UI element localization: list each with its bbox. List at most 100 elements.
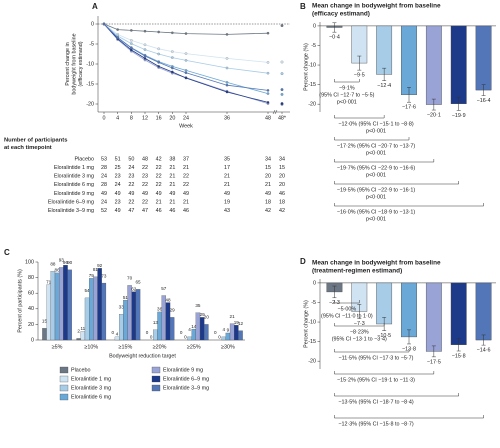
value-label: 35 bbox=[195, 303, 201, 308]
error-bar bbox=[481, 334, 486, 346]
comparison-bracket bbox=[334, 300, 360, 304]
value-label: 0 bbox=[184, 335, 187, 340]
count: 49 bbox=[169, 191, 175, 197]
value-label: 20 bbox=[204, 315, 210, 320]
bar bbox=[59, 267, 64, 341]
bar bbox=[450, 282, 467, 345]
count: 49 bbox=[142, 191, 148, 197]
legend-swatch bbox=[151, 375, 161, 383]
count: 22 bbox=[183, 174, 189, 180]
value-label: −10·5 bbox=[377, 333, 391, 339]
y-tick-label: -15 bbox=[86, 81, 94, 87]
value-label: 54 bbox=[84, 288, 90, 293]
bar bbox=[401, 25, 417, 95]
comparison-label: −16·0% (95% CI −18·9 to −13·1) bbox=[337, 209, 416, 215]
comparison-bracket bbox=[334, 203, 484, 207]
comparison-bracket bbox=[334, 115, 385, 119]
count: 46 bbox=[183, 208, 189, 214]
legend-label: Eloralintide 3 mg bbox=[71, 385, 111, 391]
data-point bbox=[225, 90, 229, 94]
data-point bbox=[171, 31, 174, 35]
value-label: 2 bbox=[77, 329, 80, 334]
comparison-label: −5·00% bbox=[337, 306, 356, 312]
value-label: 0 bbox=[214, 330, 217, 335]
chart-title: (treatment-regimen estimand) bbox=[312, 268, 402, 275]
value-label: 70 bbox=[127, 276, 133, 281]
value-label: 4 bbox=[116, 332, 119, 337]
data-point bbox=[130, 29, 133, 32]
data-point bbox=[130, 42, 133, 45]
row-label: Eloralintide 3 mg bbox=[54, 174, 94, 180]
chart-title: (efficacy estimand) bbox=[312, 11, 370, 18]
count: 20 bbox=[279, 182, 285, 188]
data-point bbox=[143, 43, 147, 47]
y-tick-label: -20 bbox=[86, 101, 94, 107]
comparison-bracket bbox=[334, 323, 385, 327]
comparison-label: p<0·001 bbox=[366, 150, 386, 156]
count: 21 bbox=[169, 182, 175, 188]
error-bar bbox=[357, 304, 362, 319]
bar bbox=[84, 297, 90, 341]
final-point bbox=[280, 92, 284, 96]
count: 46 bbox=[156, 208, 162, 214]
comparison-bracket bbox=[334, 137, 410, 141]
bar bbox=[131, 291, 137, 341]
count: 38 bbox=[169, 156, 175, 162]
value-label: −9·5 bbox=[354, 73, 365, 79]
count: 22 bbox=[142, 165, 148, 171]
bar bbox=[153, 329, 158, 341]
count: 22 bbox=[183, 182, 189, 188]
comparison-label: −13·5% (95% CI −18·7 to −8·4) bbox=[338, 399, 414, 405]
bar bbox=[42, 328, 47, 341]
value-label: 14 bbox=[191, 324, 197, 329]
count: 49 bbox=[156, 191, 162, 197]
x-tick-label: 8 bbox=[130, 115, 133, 121]
value-label: 93 bbox=[59, 258, 65, 263]
value-label: 88 bbox=[50, 262, 56, 267]
count: 43 bbox=[224, 208, 230, 214]
bar bbox=[225, 332, 231, 341]
data-point bbox=[225, 57, 229, 60]
value-label: 12 bbox=[238, 321, 244, 326]
count: 42 bbox=[156, 156, 162, 162]
x-axis-label: Bodyweight reduction target bbox=[109, 353, 176, 359]
y-tick-label: 0 bbox=[313, 280, 316, 286]
row-label: Eloralintide 9 mg bbox=[54, 191, 94, 197]
bar bbox=[46, 284, 51, 341]
legend-swatch bbox=[151, 384, 161, 392]
value-label: 11 bbox=[80, 326, 85, 331]
bar bbox=[157, 311, 162, 341]
bar bbox=[450, 25, 467, 104]
error-bar bbox=[382, 67, 387, 81]
count: 24 bbox=[128, 165, 134, 171]
value-label: 92 bbox=[97, 263, 103, 268]
bar bbox=[114, 336, 120, 341]
data-point bbox=[157, 65, 160, 68]
data-point bbox=[184, 69, 188, 72]
y-axis-label: Percent change in bbox=[65, 42, 71, 85]
count: 15 bbox=[279, 165, 285, 171]
x-tick-label: 0 bbox=[103, 115, 106, 121]
axis-break bbox=[272, 109, 278, 115]
data-point bbox=[143, 48, 147, 51]
count: 19 bbox=[224, 199, 230, 205]
x-tick-label: 24 bbox=[183, 115, 189, 121]
comparison-label: p<0·001 bbox=[337, 99, 357, 105]
count: 20 bbox=[265, 174, 271, 180]
count: 22 bbox=[142, 199, 148, 205]
y-tick-label: -5 bbox=[311, 43, 316, 49]
y-tick-label: -10 bbox=[308, 62, 316, 68]
comparison-label: −17·2% (95% CI −20·7 to −13·7) bbox=[337, 143, 416, 149]
count: 17 bbox=[224, 165, 230, 171]
count: 22 bbox=[156, 182, 162, 188]
value-label: 65 bbox=[135, 280, 141, 285]
count: 15 bbox=[265, 165, 271, 171]
bar bbox=[425, 282, 442, 352]
bar bbox=[425, 25, 442, 105]
bar bbox=[135, 289, 141, 341]
data-point bbox=[225, 81, 229, 84]
error-bar bbox=[357, 55, 362, 71]
comparison-bracket bbox=[334, 415, 484, 419]
bar bbox=[101, 282, 107, 341]
row-label: Eloralintide 6–9 mg bbox=[48, 199, 94, 205]
